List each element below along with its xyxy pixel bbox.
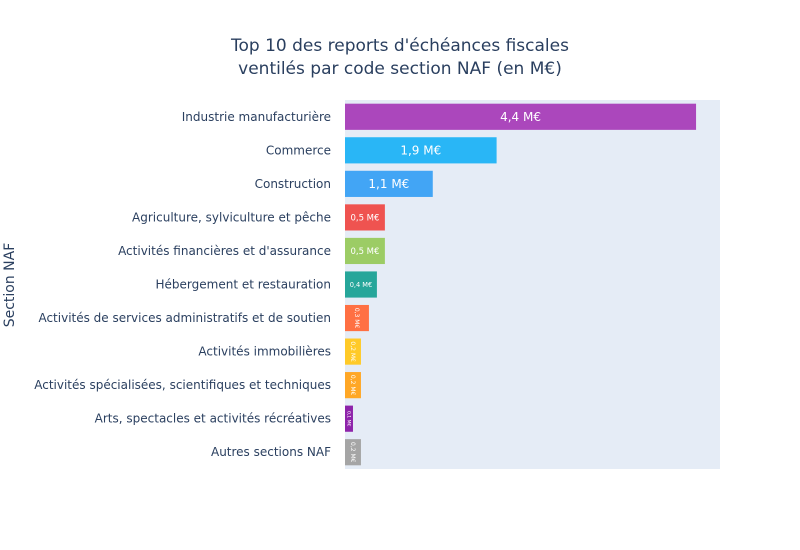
- bar-6[interactable]: [345, 304, 369, 332]
- data-label-4: 0,5 M€: [350, 247, 379, 257]
- data-label-8: 0,2 M€: [349, 375, 356, 396]
- data-label-0: 4,4 M€: [500, 110, 541, 124]
- category-label-1: Commerce: [266, 143, 331, 157]
- category-label-8: Activités spécialisées, scientifiques et…: [34, 378, 331, 392]
- chart-title-line-1: Top 10 des reports d'échéances fiscales: [230, 36, 569, 56]
- bar-2[interactable]: [345, 170, 433, 197]
- category-label-2: Construction: [255, 177, 331, 191]
- category-label-0: Industrie manufacturière: [182, 110, 331, 124]
- bar-5[interactable]: [345, 271, 377, 298]
- category-label-9: Arts, spectacles et activités récréative…: [95, 412, 331, 426]
- category-label-4: Activités financières et d'assurance: [118, 244, 331, 258]
- data-label-3: 0,5 M€: [350, 213, 379, 223]
- data-label-7: 0,2 M€: [349, 341, 356, 362]
- data-label-10: 0,2 M€: [349, 442, 356, 463]
- data-label-5: 0,4 M€: [350, 281, 372, 289]
- data-label-1: 1,9 M€: [400, 143, 441, 157]
- chart-title-line-2: ventilés par code section NAF (en M€): [238, 59, 562, 79]
- bar-10[interactable]: [345, 439, 361, 466]
- category-label-7: Activités immobilières: [198, 345, 331, 359]
- category-label-10: Autres sections NAF: [211, 445, 331, 459]
- bars-group: Industrie manufacturière 4,4 M€ Commerce 1,…: [34, 103, 697, 466]
- bar-9[interactable]: [345, 405, 353, 432]
- category-label-6: Activités de services administratifs et …: [38, 311, 331, 325]
- bar-3[interactable]: [345, 204, 385, 231]
- bar-4[interactable]: [345, 237, 385, 265]
- y-axis-title: Section NAF: [2, 243, 18, 328]
- bar-8[interactable]: [345, 372, 361, 399]
- data-label-2: 1,1 M€: [368, 177, 409, 191]
- data-label-6: 0,3 M€: [353, 308, 360, 329]
- category-label-3: Agriculture, sylviculture et pêche: [132, 210, 331, 224]
- category-label-5: Hébergement et restauration: [156, 278, 331, 292]
- bar-7[interactable]: [345, 338, 361, 365]
- data-label-9: 0,1 M€: [345, 411, 351, 426]
- bar-1[interactable]: [345, 137, 497, 164]
- bar-0[interactable]: [345, 103, 697, 130]
